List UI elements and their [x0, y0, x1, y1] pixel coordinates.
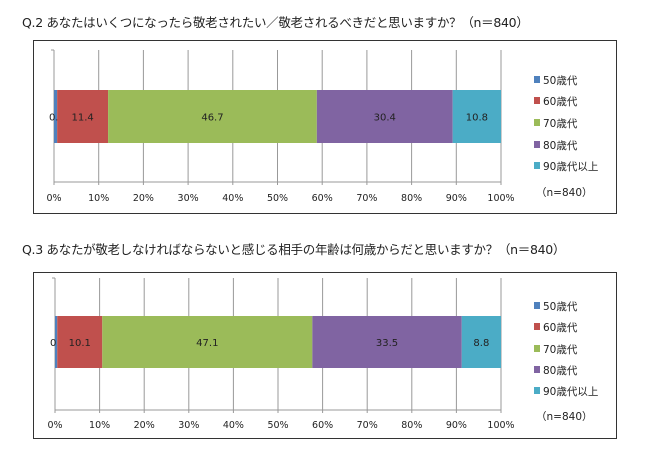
chart-1-tick-label: 70%	[356, 193, 377, 204]
chart-1-n-note: （n=840）	[536, 187, 593, 199]
chart-1-legend-swatch	[534, 76, 540, 83]
chart-2-tick-label: 80%	[401, 420, 422, 431]
chart-1-legend-label: 80歳代	[543, 140, 578, 152]
chart-1-legend-label: 70歳代	[543, 118, 578, 130]
chart-2-tick-label: 90%	[446, 420, 467, 431]
chart-1-legend-swatch	[534, 119, 540, 126]
chart-1-data-label: 11.4	[71, 113, 93, 124]
chart-2-legend-label: 70歳代	[543, 344, 578, 356]
chart-1-tick-label: 90%	[446, 193, 467, 204]
chart-2-data-label: 10.1	[69, 338, 91, 349]
chart-2-legend-label: 80歳代	[543, 365, 578, 377]
chart-1-legend-swatch	[534, 141, 540, 148]
chart-1-tick-label: 50%	[267, 193, 288, 204]
chart-1-tick-label: 0%	[46, 193, 61, 204]
chart-1-data-label: 30.4	[374, 113, 396, 124]
chart-1-bar-segment	[108, 90, 317, 143]
chart-2-bar-segment	[461, 316, 501, 368]
chart-2-tick-label: 0%	[47, 420, 62, 431]
chart-1-bar-segment	[54, 90, 58, 143]
chart-2-legend-label: 50歳代	[543, 301, 578, 313]
chart-1-tick-label: 10%	[88, 193, 109, 204]
chart-1-tick-label: 80%	[401, 193, 422, 204]
chart-1-bar-segment	[452, 90, 501, 143]
chart-1-bar-segment	[57, 90, 109, 143]
chart-2-tick-label: 20%	[134, 420, 155, 431]
chart-2-tick-label: 50%	[267, 420, 288, 431]
chart-1-title: Q.2 あなたはいくつになったら敬老されたい／敬老されるべきだと思いますか？（n…	[22, 15, 529, 30]
chart-2-title: Q.3 あなたが敬老しなければならないと感じる相手の年齢は何歳からだと思いますか…	[22, 242, 566, 257]
chart-1-bar-segment	[316, 90, 453, 143]
chart-2-tick-label: 10%	[89, 420, 110, 431]
chart-1-legend-label: 50歳代	[543, 75, 578, 87]
chart-1-data-label: 46.7	[201, 113, 223, 124]
chart-1-tick-label: 100%	[487, 193, 514, 204]
chart-2-legend-label: 60歳代	[543, 322, 578, 334]
chart-2-legend-label: 90歳代以上	[543, 386, 598, 398]
chart-2-bar-segment	[102, 316, 313, 368]
chart-2-bar-segment	[55, 316, 58, 368]
chart-2-tick-label: 30%	[178, 420, 199, 431]
chart-2-legend-swatch	[534, 387, 540, 394]
chart-2-tick-label: 100%	[487, 420, 514, 431]
chart-2-bar-segment	[57, 316, 103, 368]
chart-2-data-label: 8.8	[473, 338, 489, 349]
chart-2-legend-swatch	[534, 302, 540, 309]
chart-1-legend-swatch	[534, 97, 540, 104]
chart-1-legend-swatch	[534, 162, 540, 169]
chart-1-data-label: 0.7	[49, 113, 65, 124]
chart-1-tick-label: 40%	[222, 193, 243, 204]
chart-2-tick-label: 60%	[312, 420, 333, 431]
chart-2-n-note: （n=840）	[536, 411, 593, 423]
chart-2-data-label: 33.5	[376, 338, 398, 349]
chart-1-legend-label: 60歳代	[543, 96, 578, 108]
chart-1-legend-label: 90歳代以上	[543, 161, 598, 173]
chart-2-legend-swatch	[534, 345, 540, 352]
chart-2-bar-segment	[312, 316, 462, 368]
chart-1-tick-label: 20%	[133, 193, 154, 204]
chart-2-legend-swatch	[534, 323, 540, 330]
chart-1-tick-label: 60%	[312, 193, 333, 204]
chart-1-data-label: 10.8	[466, 113, 488, 124]
chart-2-tick-label: 70%	[357, 420, 378, 431]
chart-1-tick-label: 30%	[178, 193, 199, 204]
chart-2-legend-swatch	[534, 366, 540, 373]
chart-2-data-label: 47.1	[196, 338, 218, 349]
chart-2-tick-label: 40%	[223, 420, 244, 431]
